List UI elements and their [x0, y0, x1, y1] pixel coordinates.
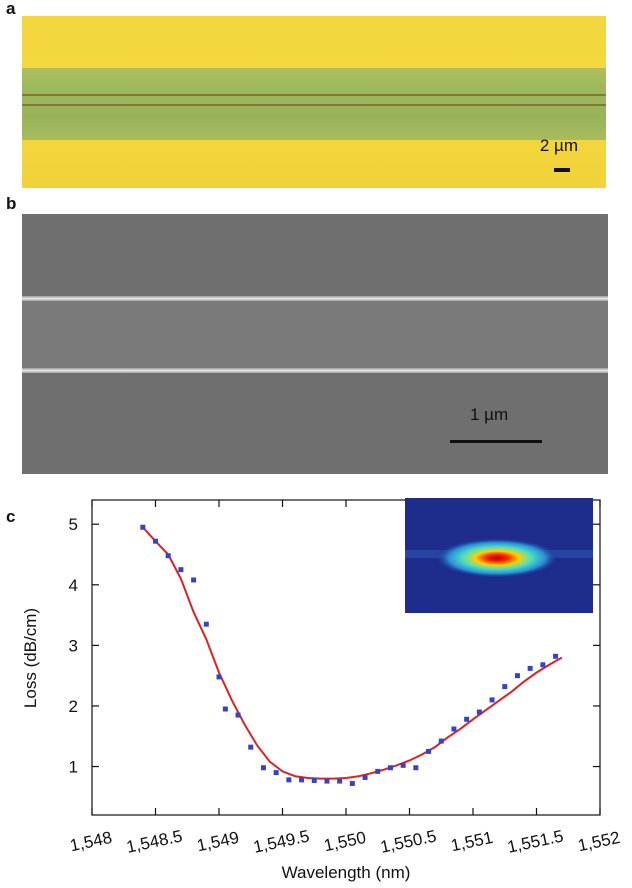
data-point [311, 777, 317, 783]
data-point [337, 778, 343, 784]
y-tick-label: 3 [69, 636, 78, 655]
data-point [438, 738, 444, 744]
data-point [489, 697, 495, 703]
data-point [178, 567, 184, 573]
fit-line [142, 526, 563, 780]
data-point [464, 716, 470, 722]
loss-chart: 1 2 3 4 5 1,548 1,548.5 1,549 1,549.5 1,550 1,550… [21, 498, 622, 882]
data-point [540, 662, 546, 668]
scale-bar-b [450, 440, 542, 443]
x-tick-label: 1,552 [576, 828, 622, 855]
x-tick-label: 1,549 [195, 828, 241, 855]
data-point [216, 674, 222, 680]
y-tick-label: 5 [69, 515, 78, 534]
data-point [400, 762, 406, 768]
data-point [426, 748, 432, 754]
x-tick-label: 1,550.5 [379, 826, 438, 856]
data-point [476, 709, 482, 715]
x-tick-label: 1,548.5 [125, 826, 184, 856]
sem-image [22, 214, 608, 474]
data-point [387, 765, 393, 771]
panel-a-label: a [6, 0, 16, 18]
mode-profile-inset [405, 498, 593, 613]
sem-waveguide-strip [22, 299, 608, 370]
data-point [248, 744, 254, 750]
y-tick-label: 4 [69, 576, 78, 595]
data-point [153, 538, 158, 544]
sem-edge-bottom [22, 368, 608, 373]
data-point [349, 781, 355, 786]
scale-bar-label-b: 1 µm [470, 405, 509, 424]
chart-series [140, 524, 563, 786]
waveguide-edge-top [22, 94, 606, 96]
data-point [413, 765, 419, 771]
data-point [273, 770, 279, 776]
optical-micrograph: 2 µm [22, 16, 606, 188]
data-point [203, 621, 209, 627]
data-point [286, 777, 292, 783]
data-point [140, 524, 146, 530]
data-point [502, 684, 508, 690]
data-point [362, 774, 368, 780]
data-point [375, 768, 381, 774]
y-tick-label: 2 [69, 697, 78, 716]
data-point [324, 778, 330, 784]
scale-bar-a [554, 168, 570, 172]
inset-mode-spot [435, 538, 559, 578]
x-tick-label: 1,548 [68, 828, 114, 855]
x-tick-label: 1,550 [322, 828, 368, 855]
data-point [260, 765, 266, 771]
data-point [553, 653, 559, 659]
data-point [514, 673, 520, 679]
data-point [235, 712, 241, 718]
panel-c-label: c [6, 507, 16, 526]
data-point [165, 553, 171, 559]
data-point [299, 777, 305, 783]
waveguide-edge-bottom [22, 104, 606, 106]
x-tick-label: 1,549.5 [252, 826, 311, 856]
y-tick-label: 1 [69, 758, 78, 777]
y-axis-label: Loss (dB/cm) [21, 608, 40, 708]
data-point [191, 577, 197, 583]
data-point [222, 706, 228, 712]
panel-b-label: b [6, 194, 17, 213]
data-point [451, 726, 457, 732]
y-axis: 1 2 3 4 5 [69, 515, 600, 777]
x-tick-label: 1,551.5 [506, 826, 565, 856]
scale-bar-label-a: 2 µm [539, 136, 578, 155]
data-point [527, 665, 533, 671]
x-tick-label: 1,551 [449, 828, 495, 855]
x-axis-label: Wavelength (nm) [282, 863, 411, 882]
sem-edge-top [22, 296, 608, 301]
